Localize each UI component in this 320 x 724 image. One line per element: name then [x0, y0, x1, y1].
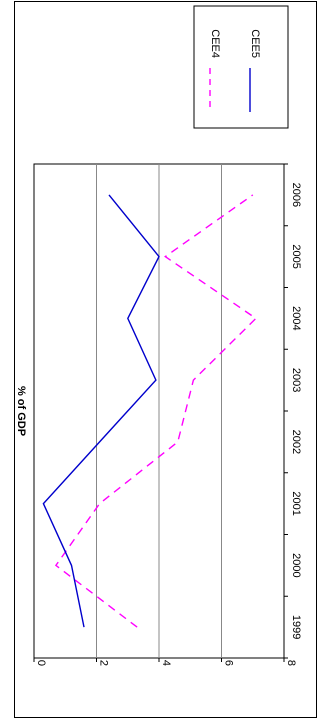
x-tick-label: 2003: [290, 368, 302, 392]
x-tick-label: 2004: [290, 306, 302, 330]
x-tick-label: 2001: [290, 491, 302, 515]
y-tick-labels: 0 2 4 6 8: [35, 660, 297, 666]
x-tick-label: 1999: [290, 615, 302, 639]
y-axis-label: % of GDP: [15, 386, 27, 436]
x-tick-label: 2000: [290, 553, 302, 577]
x-tick-label: 2002: [290, 430, 302, 454]
legend-box: [193, 5, 289, 129]
x-tick-labels: 1999 2000 2001 2002 2003 2004 2005 2006: [290, 183, 302, 640]
y-tick-label: 8: [285, 660, 297, 666]
axis-ticks: [33, 163, 288, 662]
series-line-cee5: [42, 194, 160, 628]
legend-label-cee5: CEE5: [249, 29, 261, 58]
gridlines: [96, 164, 222, 658]
y-tick-label: 4: [160, 660, 172, 666]
x-tick-label: 2005: [290, 244, 302, 268]
series-layer: [42, 194, 257, 628]
y-tick-label: 6: [223, 660, 235, 666]
legend-label-cee4: CEE4: [209, 29, 221, 58]
y-tick-label: 0: [35, 660, 47, 666]
y-tick-label: 2: [98, 660, 110, 666]
x-tick-label: 2006: [290, 183, 302, 207]
legend: CEE4 CEE5: [193, 5, 289, 129]
series-line-cee4: [54, 194, 257, 628]
